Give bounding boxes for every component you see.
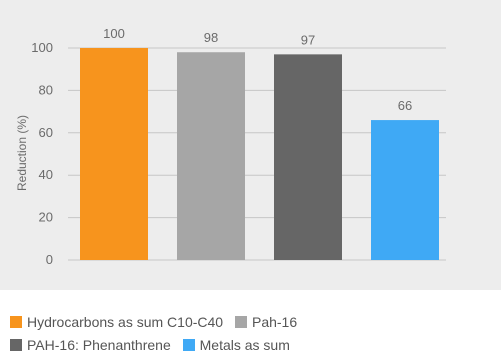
legend-label-metals: Metals as sum <box>199 337 290 353</box>
legend-swatch-pah16 <box>234 316 247 328</box>
y-tick-label: 20 <box>39 210 53 225</box>
data-labels: 100 98 97 66 <box>103 26 412 113</box>
bar-value-label: 97 <box>301 32 315 47</box>
bar <box>80 48 148 260</box>
y-axis-ticks: 0 20 40 60 80 100 <box>31 40 53 267</box>
legend-item-hydrocarbons: Hydrocarbons as sum C10-C40 <box>10 311 223 333</box>
legend-item-phenanthrene: PAH-16: Phenanthrene <box>10 334 171 356</box>
legend-label-hydrocarbons: Hydrocarbons as sum C10-C40 <box>27 314 224 330</box>
y-tick-label: 0 <box>46 252 53 267</box>
y-tick-label: 60 <box>39 125 53 140</box>
y-tick-label: 100 <box>31 40 53 55</box>
legend-label-pah16: Pah-16 <box>251 314 298 330</box>
bar <box>274 54 342 260</box>
bar <box>177 52 245 260</box>
legend-item-metals: Metals as sum <box>182 334 290 356</box>
y-tick-label: 40 <box>39 167 53 182</box>
bar-value-label: 66 <box>398 98 412 113</box>
bar <box>371 120 439 260</box>
legend-row: Hydrocarbons as sum C10-C40 Pah-16 <box>10 311 490 334</box>
bar-value-label: 100 <box>103 26 125 41</box>
y-tick-label: 80 <box>39 82 53 97</box>
bar-chart: 100 98 97 66 0 20 40 60 80 100 Reduction (%) <box>15 26 446 267</box>
bars <box>80 48 439 260</box>
legend-label-phenanthrene: PAH-16: Phenanthrene <box>27 337 171 353</box>
legend-row: PAH-16: Phenanthrene Metals as sum <box>10 334 490 357</box>
y-axis-title: Reduction (%) <box>15 115 29 191</box>
legend-swatch-phenanthrene <box>10 339 22 351</box>
legend-item-pah16: Pah-16 <box>234 311 298 333</box>
legend-swatch-metals <box>182 339 195 351</box>
legend: Hydrocarbons as sum C10-C40 Pah-16 PAH-1… <box>10 311 490 357</box>
legend-swatch-hydrocarbons <box>10 316 22 328</box>
bar-value-label: 98 <box>204 30 218 45</box>
